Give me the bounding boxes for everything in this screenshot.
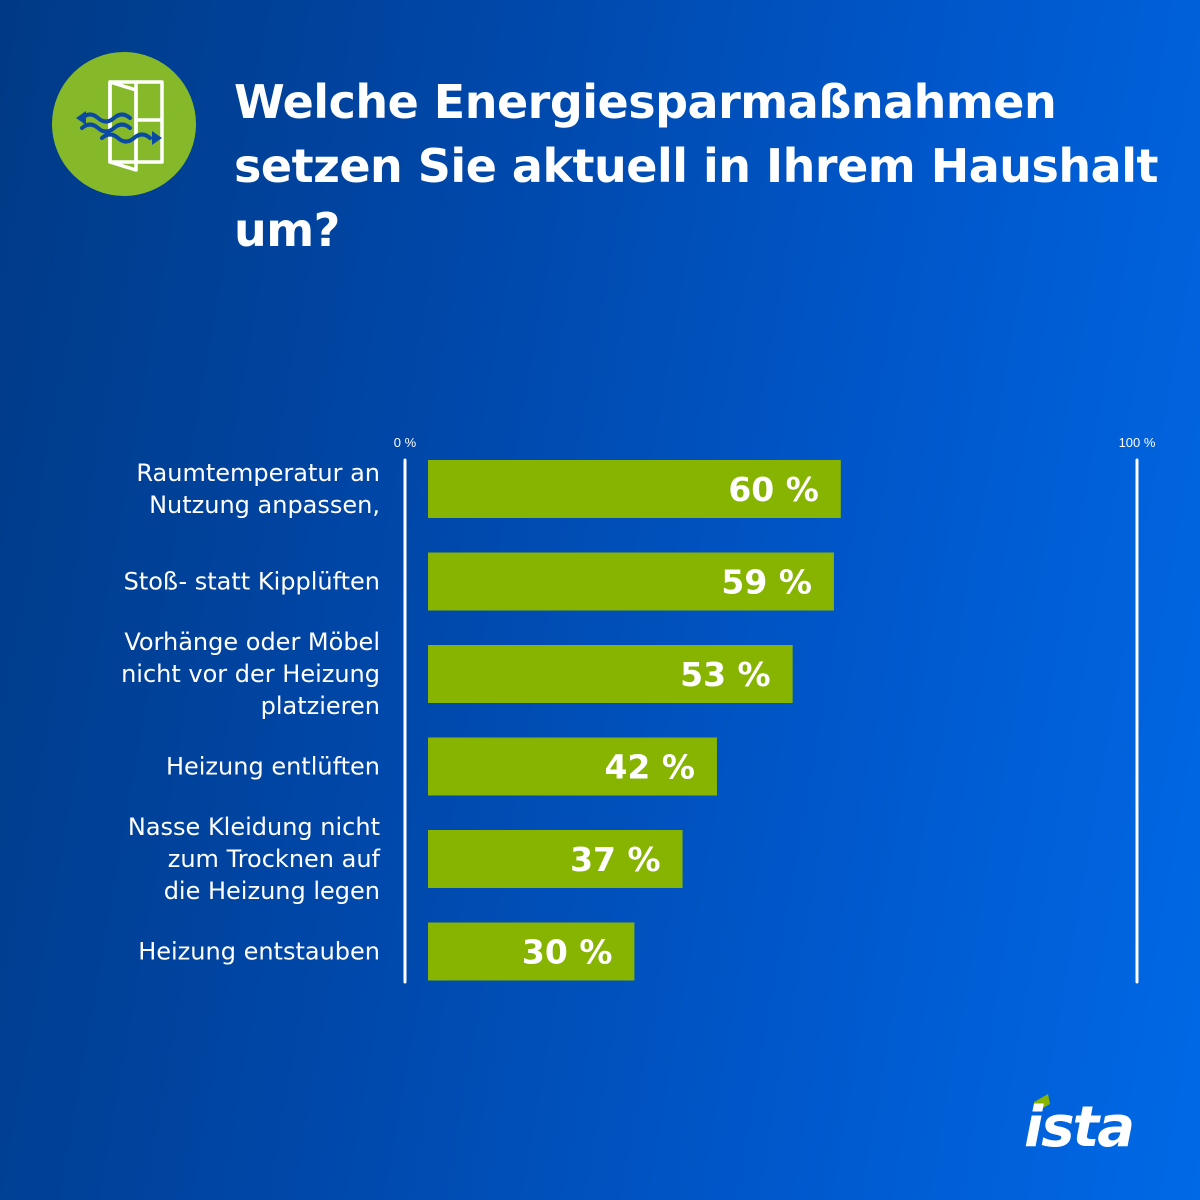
data-label: 53 %	[680, 655, 770, 694]
category-label: Heizung entstauben	[138, 938, 380, 966]
data-label: 42 %	[604, 748, 694, 787]
data-label: 59 %	[721, 563, 811, 602]
bar	[428, 645, 793, 703]
category-label: Stoß- statt Kipplüften	[124, 568, 380, 596]
x-tick-label: 100 %	[1119, 435, 1156, 450]
bar	[428, 460, 841, 518]
category-label: Nasse Kleidung nicht zum Trocknen auf die …	[128, 813, 381, 905]
bar	[428, 737, 717, 796]
page-title: Welche Energiesparmaßnahmen setzen Sie a…	[234, 75, 1158, 257]
data-label: 30 %	[522, 933, 612, 972]
category-label: Vorhänge oder Möbel nicht vor der Heizung…	[121, 628, 380, 720]
bar	[428, 922, 635, 981]
x-tick-label: 0 %	[394, 435, 417, 450]
data-label: 60 %	[728, 470, 818, 509]
category-label: Raumtemperatur an Nutzung anpassen,	[136, 459, 380, 519]
category-label: Heizung entlüften	[166, 753, 380, 781]
bar	[428, 830, 683, 888]
data-label: 37 %	[570, 840, 660, 879]
window-ventilation-icon	[52, 52, 196, 196]
bar	[428, 552, 834, 611]
svg-text:ista: ista	[1024, 1095, 1133, 1160]
ista-logo: ista	[1024, 1088, 1154, 1160]
